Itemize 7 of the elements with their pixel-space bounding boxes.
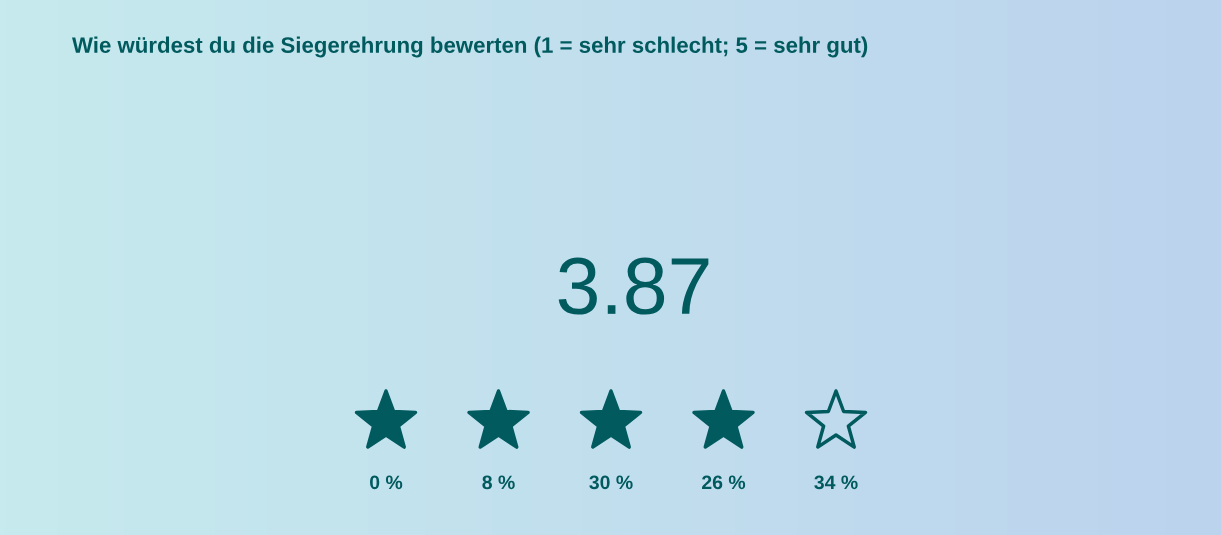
data-label: 8 %	[482, 475, 515, 490]
data-label: 34 %	[814, 475, 858, 490]
text: 3.87	[558, 257, 709, 315]
data-label: 30 %	[589, 475, 633, 490]
text: Wie würdest du die Siegerehrung bewerten (1 = sehr schlecht; 5 = sehr gut)	[72, 36, 868, 58]
data-label: 26 %	[702, 475, 746, 490]
data-label: 0 %	[370, 475, 403, 490]
